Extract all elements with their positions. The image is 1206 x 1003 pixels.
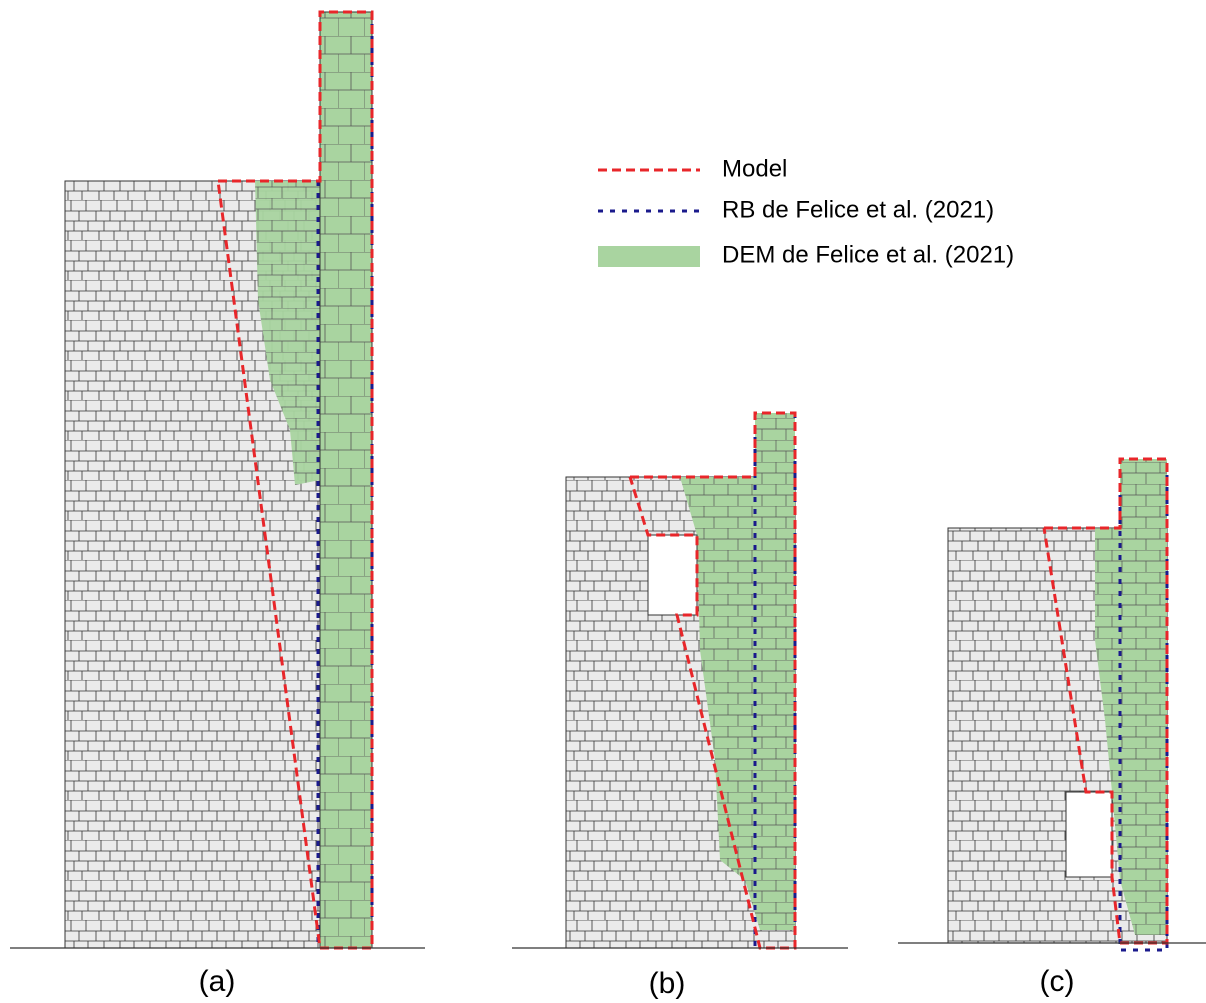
window <box>1066 792 1112 877</box>
panel-c: (c) <box>898 459 1206 998</box>
panel-label: (b) <box>649 967 686 1000</box>
panel-label: (a) <box>199 965 236 998</box>
legend-label: DEM de Felice et al. (2021) <box>722 241 1014 268</box>
legend: Model RB de Felice et al. (2021) DEM de … <box>598 155 1014 268</box>
legend-label: Model <box>722 155 787 182</box>
figure: (a) (b) (c) Model RB de Felice et al. (2… <box>0 0 1206 1003</box>
window <box>648 535 697 615</box>
panel-b: (b) <box>512 413 848 1000</box>
legend-dem-swatch <box>598 246 700 267</box>
legend-label: RB de Felice et al. (2021) <box>722 196 994 223</box>
panel-a: (a) <box>10 12 425 998</box>
panel-label: (c) <box>1040 965 1075 998</box>
dem-column <box>320 12 372 948</box>
